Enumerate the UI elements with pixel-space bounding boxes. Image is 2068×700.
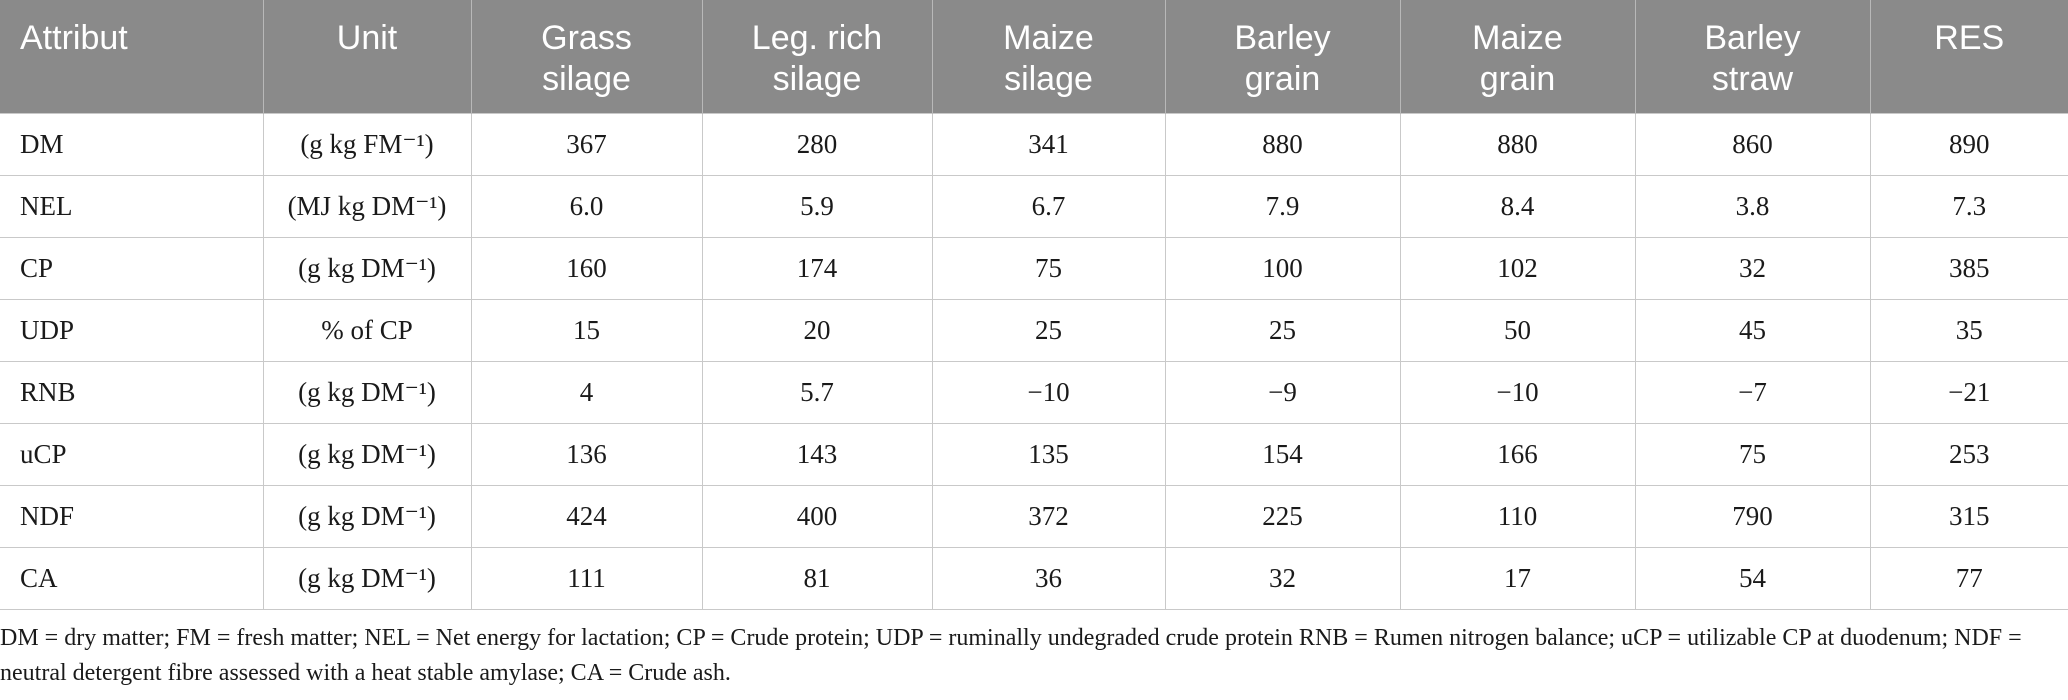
column-header-maize-silage: Maize silage <box>932 0 1166 113</box>
table-cell: 17 <box>1400 547 1636 610</box>
table-cell: (MJ kg DM⁻¹) <box>263 175 472 238</box>
table-cell: NDF <box>0 485 264 548</box>
table-cell: 424 <box>471 485 703 548</box>
table-cell: 4 <box>471 361 703 424</box>
table-cell: (g kg FM⁻¹) <box>263 112 472 176</box>
table-cell: CP <box>0 237 264 300</box>
table-cell: 36 <box>932 547 1166 610</box>
table-cell: 6.0 <box>471 175 703 238</box>
table-cell: (g kg DM⁻¹) <box>263 547 472 610</box>
table-cell: 77 <box>1870 547 2068 610</box>
table-cell: 50 <box>1400 299 1636 362</box>
table-cell: 7.9 <box>1165 175 1401 238</box>
table-cell: 372 <box>932 485 1166 548</box>
column-header-maize-grain: Maize grain <box>1400 0 1636 113</box>
table-cell: 35 <box>1870 299 2068 362</box>
table-cell: 110 <box>1400 485 1636 548</box>
table-cell: 166 <box>1400 423 1636 486</box>
table-cell: DM <box>0 112 264 176</box>
table-cell: 100 <box>1165 237 1401 300</box>
table-row-ca: CA (g kg DM⁻¹) 111 81 36 32 17 54 77 <box>0 547 2068 610</box>
table-cell: uCP <box>0 423 264 486</box>
table-cell: 315 <box>1870 485 2068 548</box>
feed-attributes-table: Attribut Unit Grass silage Leg. rich silag… <box>0 0 2068 610</box>
table-cell: 790 <box>1635 485 1871 548</box>
table-cell: 135 <box>932 423 1166 486</box>
table-cell: NEL <box>0 175 264 238</box>
table-cell: 160 <box>471 237 703 300</box>
table-cell: 253 <box>1870 423 2068 486</box>
table-cell: 32 <box>1165 547 1401 610</box>
table-cell: 54 <box>1635 547 1871 610</box>
table-cell: 20 <box>702 299 933 362</box>
table-cell: 400 <box>702 485 933 548</box>
table-cell: 102 <box>1400 237 1636 300</box>
table-cell: 7.3 <box>1870 175 2068 238</box>
table-cell: (g kg DM⁻¹) <box>263 423 472 486</box>
table-footnote: DM = dry matter; FM = fresh matter; NEL … <box>0 625 2022 686</box>
column-header-leg-rich-silage: Leg. rich silage <box>702 0 933 113</box>
table-cell: 880 <box>1400 112 1636 176</box>
table-cell: RNB <box>0 361 264 424</box>
table-cell: 111 <box>471 547 703 610</box>
column-header-unit: Unit <box>263 0 472 113</box>
table-cell: 880 <box>1165 112 1401 176</box>
table-cell: CA <box>0 547 264 610</box>
table-cell: −10 <box>932 361 1166 424</box>
table-cell: 280 <box>702 112 933 176</box>
table-cell: 890 <box>1870 112 2068 176</box>
table-row-cp: CP (g kg DM⁻¹) 160 174 75 100 102 32 385 <box>0 237 2068 300</box>
table-cell: 6.7 <box>932 175 1166 238</box>
table-row-udp: UDP % of CP 15 20 25 25 50 45 35 <box>0 299 2068 362</box>
table-row-dm: DM (g kg FM⁻¹) 367 280 341 880 880 860 8… <box>0 112 2068 176</box>
table-cell: 15 <box>471 299 703 362</box>
table-cell: −7 <box>1635 361 1871 424</box>
table-row-ucp: uCP (g kg DM⁻¹) 136 143 135 154 166 75 2… <box>0 423 2068 486</box>
table-cell: 5.9 <box>702 175 933 238</box>
table-cell: 75 <box>1635 423 1871 486</box>
table-cell: 25 <box>932 299 1166 362</box>
table-cell: 860 <box>1635 112 1871 176</box>
table-row-rnb: RNB (g kg DM⁻¹) 4 5.7 −10 −9 −10 −7 −21 <box>0 361 2068 424</box>
table-cell: 154 <box>1165 423 1401 486</box>
table-cell: (g kg DM⁻¹) <box>263 237 472 300</box>
table-cell: −21 <box>1870 361 2068 424</box>
column-header-barley-straw: Barley straw <box>1635 0 1871 113</box>
table-cell: 45 <box>1635 299 1871 362</box>
column-header-grass-silage: Grass silage <box>471 0 703 113</box>
table-cell: 385 <box>1870 237 2068 300</box>
table-cell: 341 <box>932 112 1166 176</box>
column-header-barley-grain: Barley grain <box>1165 0 1401 113</box>
table-cell: 32 <box>1635 237 1871 300</box>
table-cell: UDP <box>0 299 264 362</box>
table-cell: 136 <box>471 423 703 486</box>
table-cell: 25 <box>1165 299 1401 362</box>
table-cell: 81 <box>702 547 933 610</box>
table-row-nel: NEL (MJ kg DM⁻¹) 6.0 5.9 6.7 7.9 8.4 3.8… <box>0 175 2068 238</box>
table-cell: 75 <box>932 237 1166 300</box>
table-cell: % of CP <box>263 299 472 362</box>
table-cell: −10 <box>1400 361 1636 424</box>
table-cell: 367 <box>471 112 703 176</box>
table-cell: 225 <box>1165 485 1401 548</box>
table-cell: (g kg DM⁻¹) <box>263 361 472 424</box>
table-cell: 8.4 <box>1400 175 1636 238</box>
table-row-ndf: NDF (g kg DM⁻¹) 424 400 372 225 110 790 … <box>0 485 2068 548</box>
column-header-res: RES <box>1870 0 2068 113</box>
table-cell: 143 <box>702 423 933 486</box>
table-cell: (g kg DM⁻¹) <box>263 485 472 548</box>
header-row: Attribut Unit Grass silage Leg. rich silag… <box>0 0 2068 113</box>
table-cell: 5.7 <box>702 361 933 424</box>
table-cell: 174 <box>702 237 933 300</box>
table-cell: 3.8 <box>1635 175 1871 238</box>
column-header-attribut: Attribut <box>0 0 264 113</box>
table-cell: −9 <box>1165 361 1401 424</box>
